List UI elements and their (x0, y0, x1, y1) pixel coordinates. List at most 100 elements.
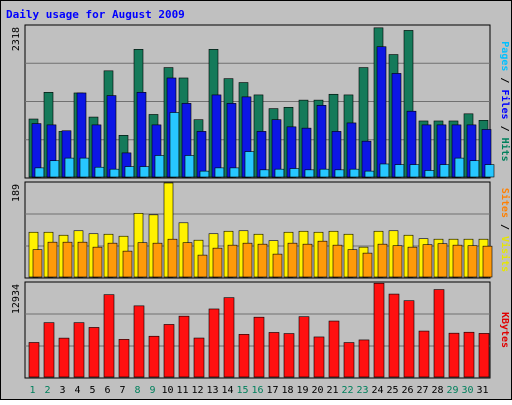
bar-files (196, 131, 207, 178)
bar-sites (332, 244, 343, 278)
bar-pages (244, 151, 255, 178)
bar-sites (242, 242, 253, 278)
bar-pages (304, 169, 315, 178)
x-tick-label: 6 (104, 385, 110, 396)
x-tick-label: 14 (221, 385, 233, 396)
bar-pages (394, 164, 405, 178)
bar-files (271, 119, 282, 178)
bar-sites (272, 253, 283, 278)
bar-pages (484, 164, 495, 178)
bar-kbytes (298, 316, 310, 378)
panel-legend-label: KBytes (499, 312, 510, 348)
bar-sites (62, 241, 73, 278)
bar-pages (64, 157, 75, 178)
bar-sites (377, 243, 388, 278)
x-tick-label: 31 (476, 385, 488, 396)
bar-pages (199, 170, 210, 178)
x-tick-label: 24 (371, 385, 383, 396)
bar-kbytes (223, 297, 235, 378)
bar-sites (467, 245, 478, 278)
bar-pages (319, 168, 330, 178)
bar-sites (257, 243, 268, 278)
panel-legend-label: Sites / Visits (499, 188, 511, 272)
bar-sites (422, 244, 433, 278)
x-tick-label: 9 (149, 385, 155, 396)
x-tick-label: 18 (281, 385, 293, 396)
x-tick-label: 15 (236, 385, 248, 396)
bar-pages (289, 168, 300, 178)
bar-pages (334, 169, 345, 178)
bar-kbytes (163, 324, 175, 378)
bar-files (316, 105, 327, 178)
x-tick-label: 5 (89, 385, 95, 396)
x-tick-label: 8 (134, 385, 140, 396)
bar-kbytes (478, 333, 490, 378)
bar-kbytes (268, 332, 280, 378)
x-tick-label: 17 (266, 385, 278, 396)
bar-pages (139, 166, 150, 178)
bar-pages (274, 168, 285, 178)
bar-sites (317, 240, 328, 278)
bar-sites (212, 247, 223, 278)
x-tick-label: 1 (29, 385, 35, 396)
x-tick-label: 28 (431, 385, 443, 396)
x-tick-label: 30 (461, 385, 473, 396)
bar-kbytes (388, 293, 400, 378)
bar-pages (154, 155, 165, 178)
legend-entry: Hits (499, 138, 511, 162)
bar-kbytes (253, 316, 265, 378)
bar-files (376, 46, 387, 178)
y-max-label: 12934 (11, 284, 22, 314)
bar-pages (49, 160, 60, 178)
bar-files (226, 103, 237, 178)
bar-kbytes (373, 282, 385, 378)
bar-pages (214, 167, 225, 178)
bar-files (391, 73, 402, 178)
bar-kbytes (343, 342, 355, 378)
bar-sites (182, 242, 193, 278)
bar-pages (124, 166, 135, 178)
bar-kbytes (193, 337, 205, 378)
bar-pages (409, 164, 420, 178)
legend-entry: / (499, 71, 510, 89)
bar-kbytes (433, 289, 445, 378)
legend-entry: / (499, 120, 510, 138)
bar-sites (197, 254, 208, 278)
bar-files (106, 95, 117, 178)
bar-sites (392, 245, 403, 278)
bar-pages (34, 167, 45, 178)
bar-pages (229, 167, 240, 178)
bar-kbytes (43, 322, 55, 378)
bar-sites (437, 243, 448, 278)
bar-files (211, 94, 222, 178)
x-tick-label: 29 (446, 385, 458, 396)
bar-pages (349, 168, 360, 178)
x-tick-label: 26 (401, 385, 413, 396)
x-tick-label: 16 (251, 385, 263, 396)
x-tick-label: 20 (311, 385, 323, 396)
bar-sites (287, 242, 298, 278)
bar-sites (347, 249, 358, 278)
x-tick-label: 23 (356, 385, 368, 396)
bar-kbytes (178, 315, 190, 378)
x-tick-label: 12 (191, 385, 203, 396)
x-tick-label: 19 (296, 385, 308, 396)
bar-kbytes (283, 333, 295, 378)
legend-entry: KBytes (499, 312, 510, 348)
bar-kbytes (448, 332, 460, 378)
panel-legend-label: Pages / Files / Hits (499, 41, 511, 161)
bar-pages (454, 157, 465, 178)
bar-pages (379, 163, 390, 178)
bar-sites (137, 242, 148, 278)
bar-sites (92, 246, 103, 278)
bar-kbytes (358, 339, 370, 378)
x-tick-label: 11 (176, 385, 188, 396)
bar-files (136, 92, 147, 178)
x-tick-label: 3 (59, 385, 65, 396)
bar-kbytes (208, 308, 220, 378)
bar-pages (79, 157, 90, 178)
bar-sites (152, 242, 163, 278)
bar-sites (107, 242, 118, 278)
x-tick-label: 2 (44, 385, 50, 396)
